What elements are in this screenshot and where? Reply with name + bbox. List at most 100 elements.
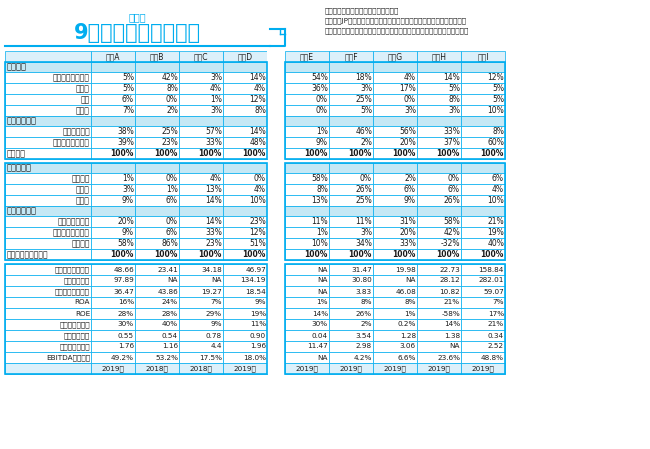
Bar: [373, 275, 417, 286]
Text: 58%: 58%: [443, 217, 460, 226]
Bar: [135, 352, 179, 363]
Bar: [267, 341, 285, 352]
Bar: [285, 330, 329, 341]
Text: 56%: 56%: [399, 127, 416, 136]
Bar: [179, 173, 223, 184]
Text: 3.83: 3.83: [356, 289, 372, 295]
Bar: [91, 195, 135, 206]
Bar: [223, 163, 267, 173]
Bar: [223, 105, 267, 116]
Text: 3%: 3%: [448, 106, 460, 115]
Text: 100%: 100%: [155, 149, 178, 158]
Bar: [461, 126, 505, 137]
Text: 10%: 10%: [311, 239, 328, 248]
Bar: [91, 116, 135, 126]
Bar: [135, 116, 179, 126]
Text: 在庫回転期間: 在庫回転期間: [64, 277, 90, 284]
Text: 100%: 100%: [155, 250, 178, 259]
Bar: [285, 72, 329, 83]
Bar: [285, 238, 329, 249]
Bar: [285, 341, 329, 352]
Text: 6%: 6%: [166, 228, 178, 237]
Text: NA: NA: [211, 277, 222, 283]
Text: 3%: 3%: [210, 73, 222, 82]
Bar: [135, 51, 179, 62]
Bar: [373, 148, 417, 159]
Bar: [461, 148, 505, 159]
Text: 0%: 0%: [360, 174, 372, 183]
Bar: [373, 341, 417, 352]
Bar: [461, 163, 505, 173]
Bar: [91, 249, 135, 260]
Text: 7%: 7%: [493, 299, 504, 305]
Text: 28%: 28%: [118, 311, 134, 317]
Text: 2.52: 2.52: [488, 343, 504, 349]
Bar: [267, 264, 285, 275]
Bar: [285, 83, 329, 94]
Text: 12%: 12%: [250, 228, 266, 237]
Bar: [91, 238, 135, 249]
Bar: [267, 62, 285, 72]
Bar: [223, 352, 267, 363]
Bar: [417, 297, 461, 308]
Text: 4.4: 4.4: [211, 343, 222, 349]
Bar: [461, 137, 505, 148]
Bar: [417, 286, 461, 297]
Text: 48.66: 48.66: [113, 267, 134, 273]
Text: インテル、フェデックス、ファイザー、コストコ、タペストリー: インテル、フェデックス、ファイザー、コストコ、タペストリー: [325, 28, 469, 34]
Text: 企業C: 企業C: [194, 52, 208, 61]
Text: 11.47: 11.47: [307, 343, 328, 349]
Bar: [329, 363, 373, 374]
Bar: [223, 249, 267, 260]
Text: 6%: 6%: [492, 174, 504, 183]
Bar: [223, 216, 267, 227]
Text: 業　界：小売業、サービス業、その他: 業 界：小売業、サービス業、その他: [325, 8, 399, 14]
Text: 58%: 58%: [311, 174, 328, 183]
Bar: [267, 275, 285, 286]
Bar: [267, 319, 285, 330]
Text: ROE: ROE: [75, 311, 90, 317]
Text: 0.90: 0.90: [250, 333, 266, 339]
Bar: [461, 184, 505, 195]
Bar: [179, 341, 223, 352]
Text: 1%: 1%: [317, 299, 328, 305]
Text: 0%: 0%: [404, 95, 416, 104]
Bar: [373, 330, 417, 341]
Bar: [285, 227, 329, 238]
Text: 13%: 13%: [205, 185, 222, 194]
Bar: [285, 62, 505, 159]
Bar: [417, 51, 461, 62]
Bar: [91, 173, 135, 184]
Text: 1%: 1%: [316, 228, 328, 237]
Text: 100%: 100%: [393, 149, 416, 158]
Text: 4%: 4%: [210, 84, 222, 93]
Text: 36%: 36%: [311, 84, 328, 93]
Bar: [91, 184, 135, 195]
Text: 2019年: 2019年: [339, 365, 363, 372]
Bar: [5, 319, 91, 330]
Bar: [329, 264, 373, 275]
Text: 4%: 4%: [210, 174, 222, 183]
Bar: [91, 94, 135, 105]
Bar: [223, 206, 267, 216]
Bar: [135, 62, 179, 72]
Text: 51%: 51%: [249, 239, 266, 248]
Text: 負債・自己資本合計: 負債・自己資本合計: [7, 250, 49, 259]
Text: 16%: 16%: [118, 299, 134, 305]
Bar: [267, 105, 285, 116]
Text: 19%: 19%: [250, 311, 266, 317]
Bar: [329, 105, 373, 116]
Bar: [285, 148, 329, 159]
Text: 9%: 9%: [122, 228, 134, 237]
Text: 9つの企業の正体は？: 9つの企業の正体は？: [73, 23, 201, 43]
Bar: [5, 352, 91, 363]
Bar: [417, 126, 461, 137]
Bar: [91, 264, 135, 275]
Bar: [461, 352, 505, 363]
Text: NA: NA: [406, 277, 416, 283]
Bar: [461, 238, 505, 249]
Text: 42%: 42%: [161, 73, 178, 82]
Bar: [135, 105, 179, 116]
Text: 6%: 6%: [448, 185, 460, 194]
Bar: [135, 227, 179, 238]
